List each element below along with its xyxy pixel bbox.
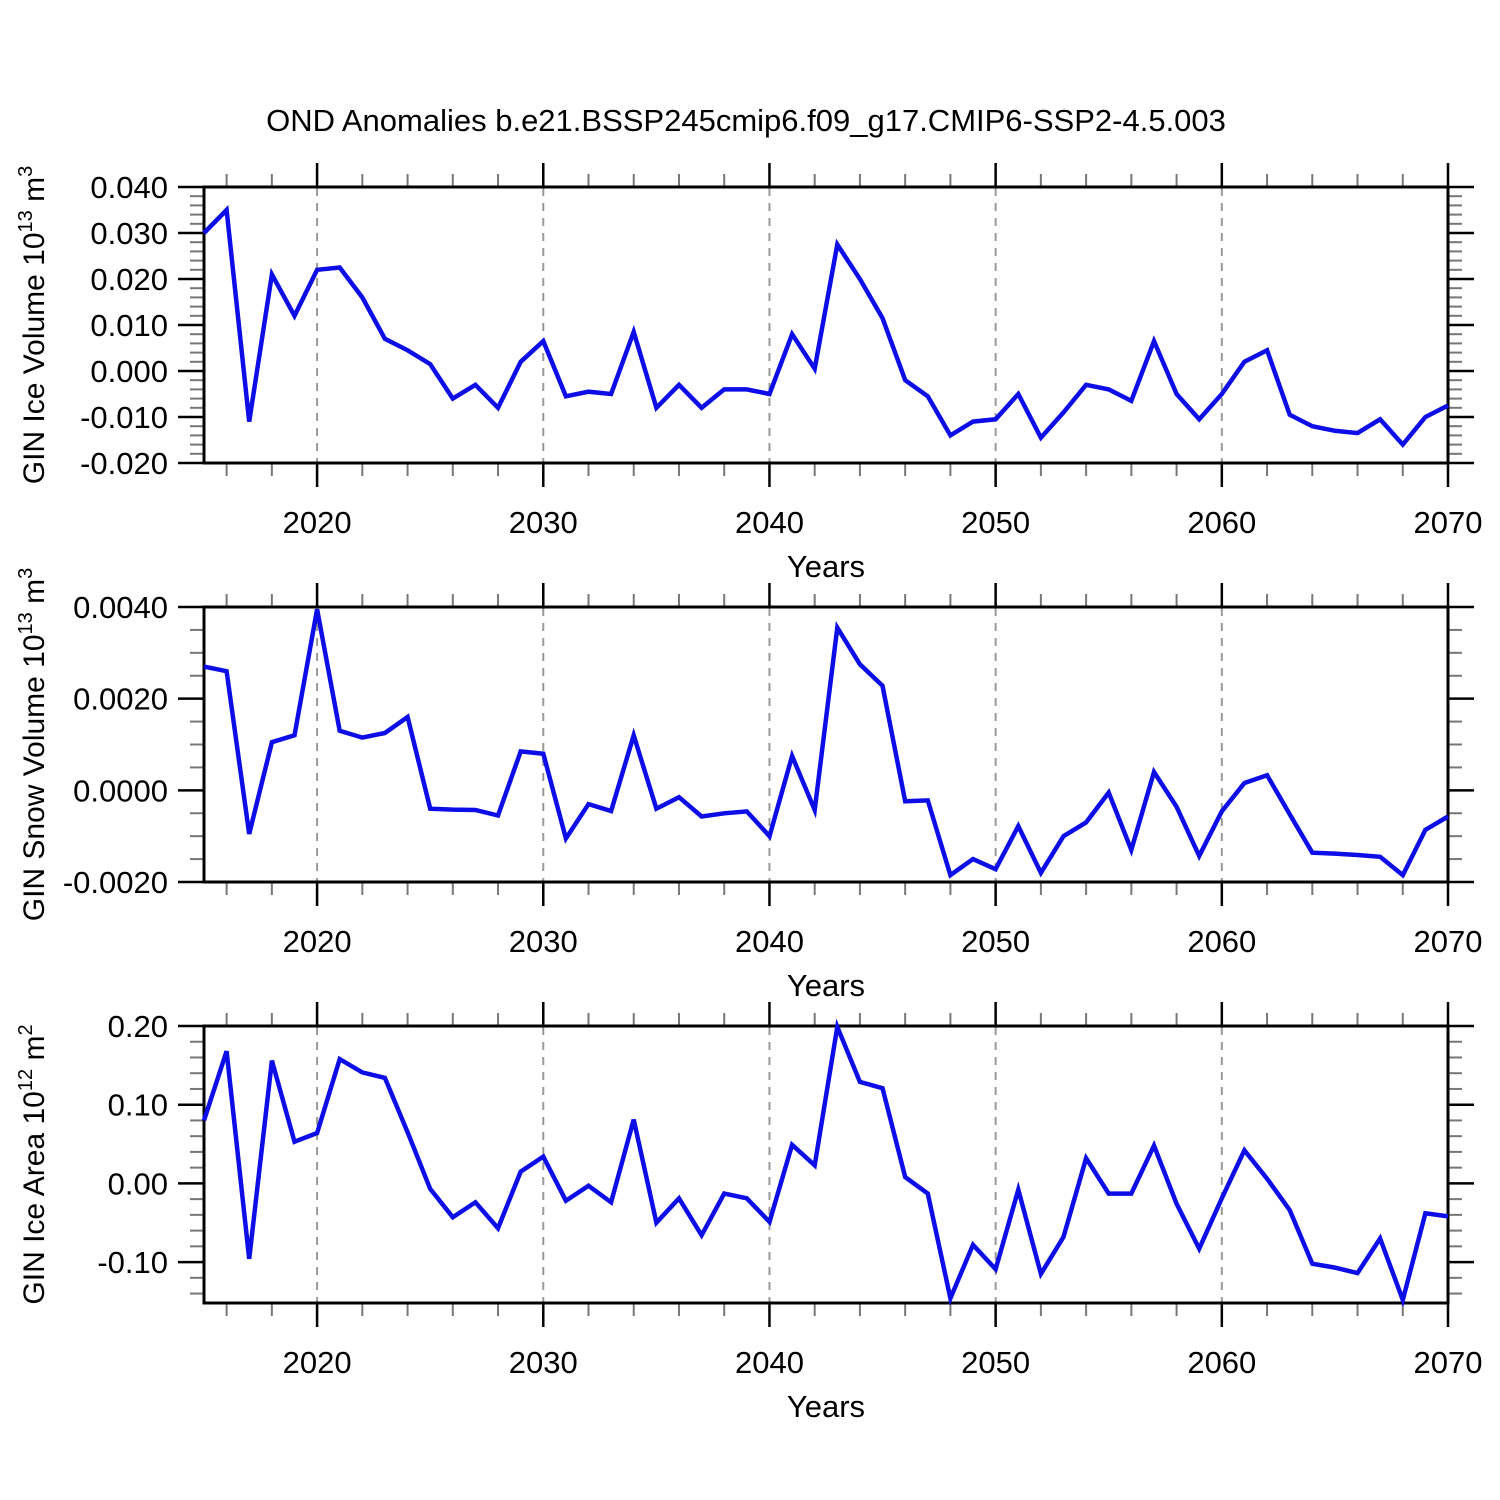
y-tick-label: 0.0020 <box>73 682 168 717</box>
y-tick-label: 0.00 <box>108 1166 168 1201</box>
x-tick-label: 2020 <box>283 1345 352 1380</box>
x-axis-title: Years <box>787 968 865 1003</box>
y-tick-label: 0.0040 <box>73 590 168 625</box>
y-axis-title: GIN Snow Volume 1013 m3 <box>15 568 51 922</box>
gin-ice-volume-data-line <box>202 205 1450 449</box>
x-axis-title: Years <box>787 1389 865 1424</box>
x-tick-label: 2030 <box>509 1345 578 1380</box>
x-tick-label: 2040 <box>735 924 804 959</box>
y-axis-title: GIN Ice Volume 1013 m3 <box>15 166 51 485</box>
x-tick-label: 2060 <box>1187 505 1256 540</box>
chart-gin-ice-volume: 2020 2030 2040 2050 2060 2070 0.040 0.030 0.020 0… <box>15 163 1482 584</box>
x-tick-label: 2050 <box>961 1345 1030 1380</box>
plot-border <box>202 185 1450 465</box>
y-tick-label: 0.040 <box>90 170 168 205</box>
x-tick-label: 2060 <box>1187 924 1256 959</box>
gin-snow-volume-data-line <box>203 608 1450 879</box>
x-tick-label: 2030 <box>509 505 578 540</box>
x-tick-label: 2030 <box>509 924 578 959</box>
y-tick-label: 0.030 <box>90 216 168 251</box>
x-tick-label: 2070 <box>1414 924 1483 959</box>
x-axis-title: Years <box>787 549 865 584</box>
y-tick-label: 0.020 <box>90 262 168 297</box>
x-tick-label: 2020 <box>283 505 352 540</box>
plot-border <box>202 1024 1450 1305</box>
x-tick-label: 2040 <box>735 1345 804 1380</box>
y-tick-label: 0.0000 <box>73 773 168 808</box>
y-tick-label: -0.020 <box>80 446 168 481</box>
chart-gin-ice-area: 2020 2030 2040 2050 2060 2070 0.20 0.10 0.00 -0.1… <box>15 1002 1482 1424</box>
y-tick-label: -0.0020 <box>63 865 168 900</box>
x-tick-label: 2050 <box>961 924 1030 959</box>
y-tick-label: 0.010 <box>90 308 168 343</box>
x-tick-label: 2040 <box>735 505 804 540</box>
figure-title: OND Anomalies b.e21.BSSP245cmip6.f09_g17… <box>266 103 1226 138</box>
chart-gin-snow-volume: 2020 2030 2040 2050 2060 2070 0.0040 0.0020 0.00… <box>15 568 1482 1003</box>
y-tick-label: 0.10 <box>108 1088 168 1123</box>
y-tick-label: 0.20 <box>108 1009 168 1044</box>
y-tick-label: -0.010 <box>80 400 168 435</box>
x-tick-label: 2050 <box>961 505 1030 540</box>
x-tick-label: 2070 <box>1414 505 1483 540</box>
y-axis-title: GIN Ice Area 1012 m2 <box>15 1024 51 1304</box>
y-tick-label: 0.000 <box>90 354 168 389</box>
x-tick-label: 2070 <box>1414 1345 1483 1380</box>
y-tick-label: -0.10 <box>97 1245 168 1280</box>
gin-ice-area-data-line <box>201 1018 1449 1308</box>
x-tick-label: 2060 <box>1187 1345 1256 1380</box>
plot-border <box>202 605 1450 884</box>
x-tick-label: 2020 <box>283 924 352 959</box>
